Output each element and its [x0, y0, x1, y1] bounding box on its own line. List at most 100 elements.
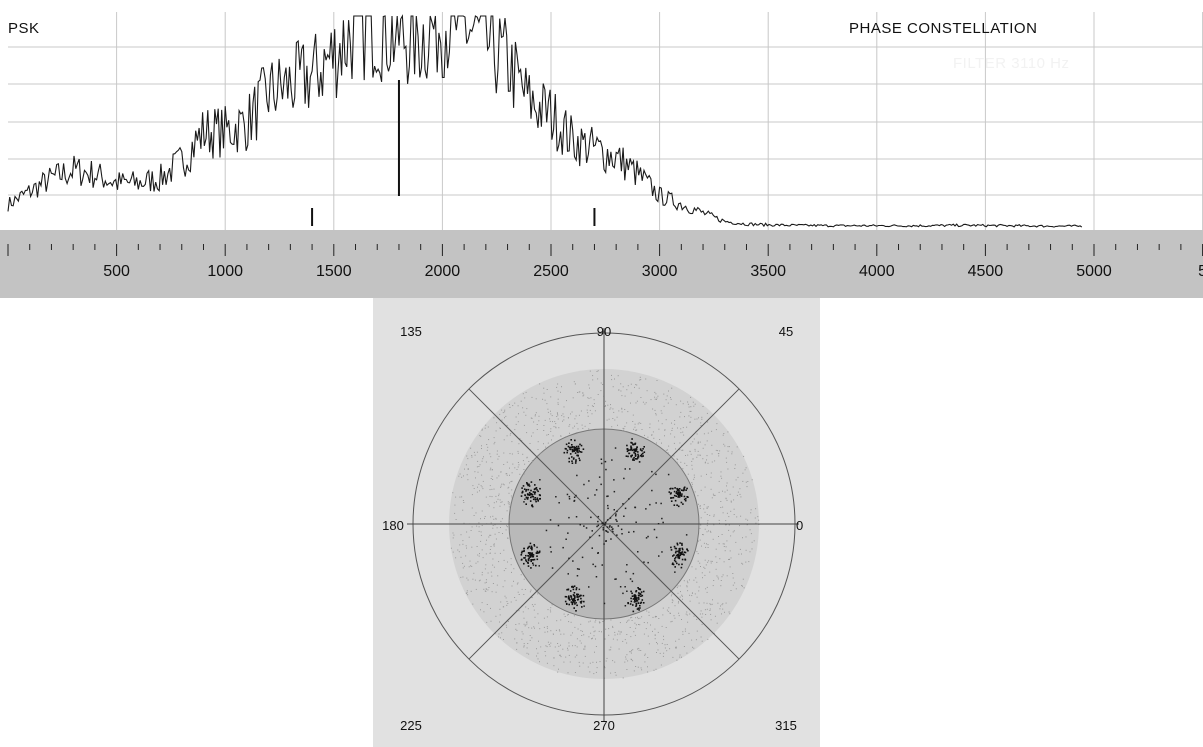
trajectory-dot: [628, 531, 630, 533]
noise-dot: [533, 626, 535, 628]
noise-dot: [656, 380, 658, 381]
noise-dot: [701, 418, 703, 420]
noise-dot: [567, 672, 569, 674]
noise-dot: [588, 636, 590, 638]
constellation-point: [572, 594, 575, 596]
noise-dot: [580, 642, 582, 644]
noise-dot: [728, 558, 730, 560]
noise-dot: [745, 549, 747, 551]
angle-axis-line: [468, 523, 605, 660]
constellation-point: [681, 563, 683, 566]
noise-dot: [537, 652, 539, 654]
noise-dot: [574, 425, 575, 427]
noise-dot: [517, 452, 519, 454]
constellation-point: [578, 457, 580, 460]
noise-dot: [611, 426, 613, 428]
constellation-point: [528, 553, 531, 556]
angle-label: 270: [593, 718, 615, 733]
noise-dot: [706, 525, 708, 527]
noise-dot: [679, 654, 681, 656]
noise-dot: [546, 403, 548, 405]
noise-dot: [470, 590, 472, 592]
noise-dot: [608, 634, 610, 636]
noise-dot: [466, 592, 468, 593]
noise-dot: [705, 564, 707, 566]
noise-dot: [496, 422, 498, 424]
constellation-point: [683, 489, 685, 491]
noise-dot: [707, 638, 709, 640]
constellation-point: [638, 588, 641, 590]
noise-dot: [690, 421, 691, 423]
noise-dot: [614, 419, 616, 421]
noise-dot: [733, 514, 735, 515]
constellation-point: [679, 552, 682, 554]
spectrum-chart: 500 1000 1500 2000 2500 3000 3500 4000 4500 5000 5: [0, 12, 1203, 298]
noise-dot: [757, 516, 759, 518]
constellation-cluster: [668, 486, 689, 508]
noise-dot: [504, 595, 506, 597]
trajectory-dot: [626, 564, 628, 566]
noise-dot: [711, 444, 713, 446]
trajectory-dot: [539, 479, 541, 481]
noise-dot: [702, 577, 703, 579]
frequency-scale-bar: [0, 230, 1203, 298]
noise-dot: [543, 425, 545, 426]
noise-dot: [710, 476, 712, 478]
noise-dot: [507, 537, 509, 539]
noise-dot: [610, 404, 611, 406]
noise-dot: [480, 531, 482, 533]
noise-dot: [726, 485, 727, 487]
noise-dot: [517, 591, 519, 593]
noise-dot: [458, 551, 460, 553]
noise-dot: [699, 505, 701, 507]
noise-dot: [582, 427, 584, 429]
constellation-point: [520, 554, 523, 556]
noise-dot: [723, 546, 725, 547]
noise-dot: [590, 632, 592, 634]
trajectory-dot: [616, 510, 618, 513]
constellation-point: [681, 553, 683, 556]
noise-dot: [563, 613, 565, 615]
trajectory-dot: [578, 568, 580, 570]
noise-dot: [503, 452, 505, 454]
noise-dot: [673, 442, 675, 444]
noise-dot: [633, 670, 635, 672]
constellation-point: [572, 598, 574, 601]
noise-dot: [583, 634, 585, 636]
constellation-point: [530, 496, 532, 499]
noise-dot: [687, 454, 689, 456]
noise-dot: [506, 601, 508, 602]
noise-dot: [471, 494, 473, 496]
constellation-point: [580, 444, 583, 447]
noise-dot: [703, 602, 705, 604]
noise-dot: [647, 657, 649, 658]
noise-dot: [704, 462, 706, 464]
noise-dot: [509, 474, 510, 476]
constellation-point: [637, 455, 640, 457]
noise-dot: [577, 628, 579, 630]
noise-dot: [537, 449, 539, 450]
angle-label: 315: [775, 718, 797, 733]
noise-dot: [569, 424, 571, 426]
noise-dot: [540, 646, 542, 648]
noise-dot: [592, 379, 594, 381]
constellation-point: [675, 547, 678, 550]
constellation-point: [637, 456, 639, 458]
noise-dot: [507, 621, 509, 622]
noise-dot: [550, 642, 552, 644]
noise-dot: [689, 410, 691, 412]
noise-dot: [736, 494, 738, 496]
noise-dot: [668, 445, 670, 447]
trajectory-dot: [632, 572, 635, 575]
noise-dot: [473, 515, 475, 516]
constellation-point: [674, 487, 676, 489]
constellation-point: [640, 453, 643, 456]
trajectory-dot: [631, 580, 634, 583]
noise-dot: [611, 374, 612, 376]
noise-dot: [594, 630, 596, 632]
trajectory-dot: [667, 473, 670, 476]
noise-dot: [717, 450, 719, 452]
noise-dot: [509, 453, 511, 455]
noise-dot: [758, 519, 760, 521]
noise-dot: [568, 642, 570, 644]
